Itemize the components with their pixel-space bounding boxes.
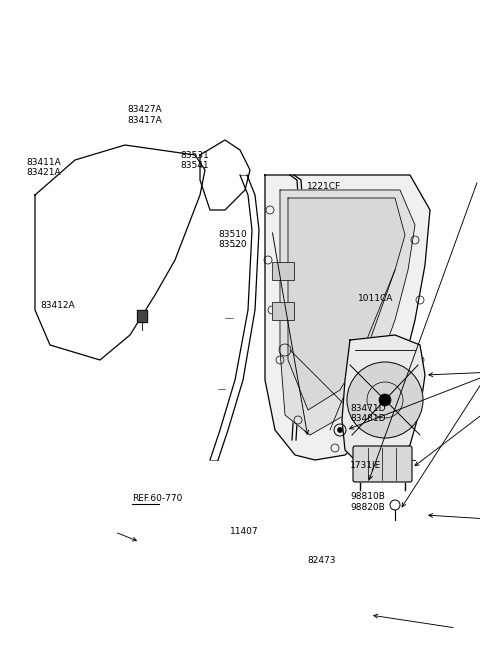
Polygon shape [280,190,415,435]
Bar [272,302,294,320]
Text: 83510
83520: 83510 83520 [218,230,247,249]
Circle shape [379,394,391,406]
Polygon shape [288,198,405,410]
Text: 1011CA: 1011CA [358,294,393,303]
Text: 1221CF: 1221CF [307,182,341,192]
Circle shape [337,428,343,432]
Text: 11407: 11407 [230,527,259,536]
Text: 83411A
83421A: 83411A 83421A [26,157,61,177]
Text: 1731JE: 1731JE [350,461,382,470]
Text: 98810B
98820B: 98810B 98820B [350,492,385,512]
Bar [272,262,294,280]
Polygon shape [342,335,425,470]
Text: 82473: 82473 [307,556,336,565]
FancyBboxPatch shape [353,446,412,482]
Polygon shape [137,310,147,322]
Circle shape [347,362,423,438]
Text: REF.60-770: REF.60-770 [132,494,182,503]
Text: 83531
83541: 83531 83541 [180,151,209,171]
Polygon shape [265,175,430,460]
Text: 83412A: 83412A [41,300,75,310]
Text: 83471D
83481D: 83471D 83481D [350,403,386,423]
Text: 83427A
83417A: 83427A 83417A [127,105,162,125]
